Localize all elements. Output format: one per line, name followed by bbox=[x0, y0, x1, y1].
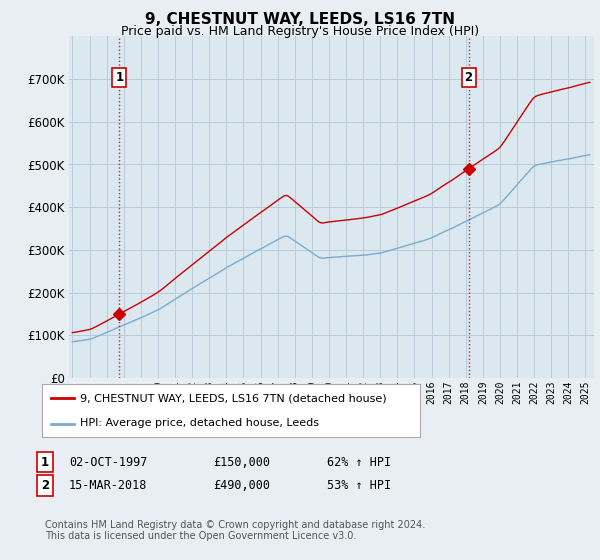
Text: 1: 1 bbox=[115, 71, 124, 84]
Text: 2: 2 bbox=[464, 71, 473, 84]
Text: 53% ↑ HPI: 53% ↑ HPI bbox=[327, 479, 391, 492]
Text: 9, CHESTNUT WAY, LEEDS, LS16 7TN (detached house): 9, CHESTNUT WAY, LEEDS, LS16 7TN (detach… bbox=[80, 394, 386, 404]
Text: 02-OCT-1997: 02-OCT-1997 bbox=[69, 455, 148, 469]
Text: 9, CHESTNUT WAY, LEEDS, LS16 7TN: 9, CHESTNUT WAY, LEEDS, LS16 7TN bbox=[145, 12, 455, 27]
Text: 62% ↑ HPI: 62% ↑ HPI bbox=[327, 455, 391, 469]
Text: 1: 1 bbox=[41, 455, 49, 469]
Text: HPI: Average price, detached house, Leeds: HPI: Average price, detached house, Leed… bbox=[80, 418, 319, 428]
Text: Contains HM Land Registry data © Crown copyright and database right 2024.
This d: Contains HM Land Registry data © Crown c… bbox=[45, 520, 425, 542]
Text: Price paid vs. HM Land Registry's House Price Index (HPI): Price paid vs. HM Land Registry's House … bbox=[121, 25, 479, 38]
Text: £150,000: £150,000 bbox=[213, 455, 270, 469]
Text: 2: 2 bbox=[41, 479, 49, 492]
Text: 15-MAR-2018: 15-MAR-2018 bbox=[69, 479, 148, 492]
Text: £490,000: £490,000 bbox=[213, 479, 270, 492]
